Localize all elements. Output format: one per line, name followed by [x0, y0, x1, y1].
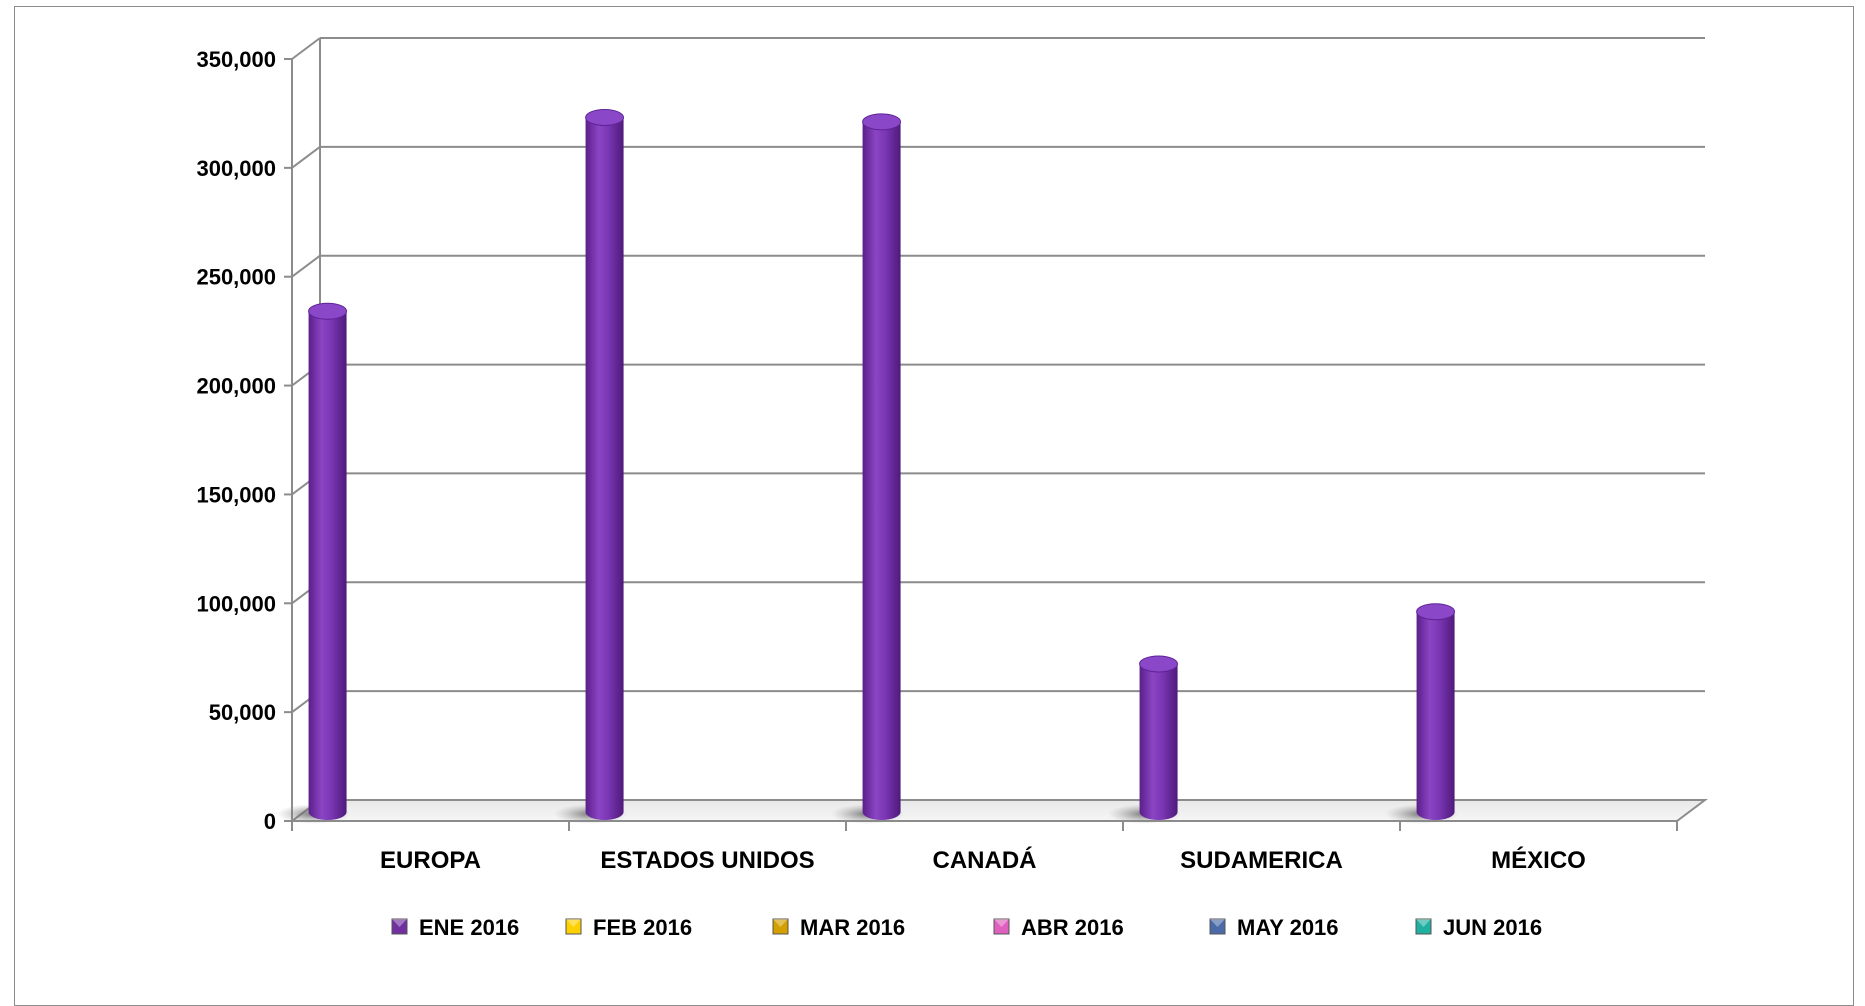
legend-swatch-highlight [994, 919, 1009, 927]
legend-label: JUN 2016 [1443, 915, 1542, 940]
bar [308, 302, 348, 820]
grid-layer [289, 37, 1708, 822]
legend-label: FEB 2016 [593, 915, 692, 940]
gridline-depth [291, 37, 321, 60]
legend-swatch-highlight [566, 919, 581, 927]
label-layer: 0 50,000 100,000 150,000 200,000 250,000 300,0… [196, 47, 1585, 874]
legend-swatch [391, 918, 408, 935]
x-tick-label: ESTADOS UNIDOS [600, 847, 814, 874]
legend-label: MAR 2016 [800, 915, 905, 940]
gridline-depth [291, 146, 321, 169]
chart-floor [289, 799, 1708, 822]
legend-swatch-highlight [1416, 919, 1431, 927]
legend: ENE 2016 FEB 2016 MAR 2016 ABR 2016 MAY 2016… [391, 915, 1542, 940]
legend-label: ABR 2016 [1021, 915, 1124, 940]
legend-item: ENE 2016 [391, 915, 519, 940]
legend-item: FEB 2016 [565, 915, 692, 940]
legend-swatch [1415, 918, 1432, 935]
bar-top [585, 108, 625, 126]
legend-item: JUN 2016 [1415, 915, 1542, 940]
y-tick-label: 50,000 [209, 700, 276, 725]
bar [1416, 603, 1456, 820]
legend-swatch [772, 918, 789, 935]
bar [862, 113, 902, 821]
legend-label: MAY 2016 [1237, 915, 1339, 940]
y-tick-label: 300,000 [196, 156, 276, 181]
x-tick-label: MÉXICO [1491, 846, 1586, 874]
y-tick-label: 150,000 [196, 482, 276, 507]
bar-body [585, 117, 624, 820]
bar-top [1139, 655, 1179, 673]
legend-swatch-highlight [1210, 919, 1225, 927]
legend-label: ENE 2016 [419, 915, 519, 940]
bar-body [308, 311, 347, 820]
x-tick-label: CANADÁ [933, 846, 1037, 874]
bar-layer [276, 108, 1459, 824]
bar-top [308, 302, 348, 320]
gridline-depth [291, 254, 321, 278]
bar-body [1139, 663, 1178, 820]
legend-swatch [565, 918, 582, 935]
bar-top [1416, 603, 1456, 621]
legend-item: ABR 2016 [993, 915, 1124, 940]
legend-swatch-highlight [773, 919, 788, 927]
legend-swatch [1209, 918, 1226, 935]
legend-item: MAY 2016 [1209, 915, 1339, 940]
bar-body [1416, 611, 1455, 820]
bar-body [862, 121, 901, 821]
bar-top [862, 113, 902, 131]
y-tick-label: 100,000 [196, 591, 276, 616]
y-tick-label: 200,000 [196, 374, 276, 399]
legend-swatch [993, 918, 1010, 935]
y-tick-label: 250,000 [196, 265, 276, 290]
y-tick-label: 350,000 [196, 47, 276, 72]
bar [585, 108, 625, 820]
legend-item: MAR 2016 [772, 915, 905, 940]
legend-swatch-highlight [392, 919, 407, 927]
bar [1139, 655, 1179, 820]
y-tick-label: 0 [264, 809, 276, 834]
x-tick-label: SUDAMERICA [1180, 847, 1343, 874]
x-tick-label: EUROPA [380, 847, 481, 874]
axis-layer [284, 38, 1678, 831]
